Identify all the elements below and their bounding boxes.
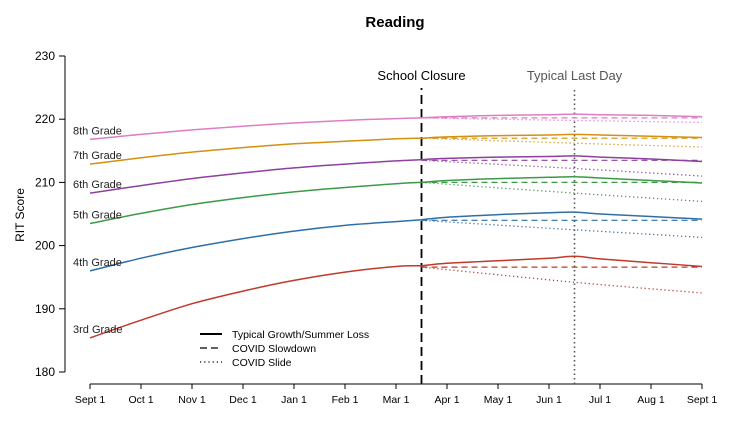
- series-line-base: [89, 137, 422, 165]
- x-tick-label: Sept 1: [75, 394, 106, 406]
- x-tick-label: Jun 1: [536, 394, 562, 406]
- series-line-base: [89, 117, 422, 141]
- series-4th-grade: [89, 211, 703, 272]
- series-line-base: [89, 218, 422, 272]
- x-tick-label: Apr 1: [434, 394, 459, 406]
- y-tick-label: 200: [35, 239, 55, 253]
- grade-label: 4th Grade: [73, 257, 122, 269]
- grade-label: 8th Grade: [73, 125, 122, 137]
- series-group: [89, 113, 703, 339]
- reference-line-label: School Closure: [377, 68, 465, 83]
- grade-label: 3rd Grade: [73, 324, 123, 336]
- series-line-typical: [421, 155, 703, 163]
- x-tick-label: Oct 1: [128, 394, 153, 406]
- series-7th-grade: [89, 133, 703, 165]
- y-tick-label: 230: [35, 49, 55, 63]
- series-line-slide: [421, 219, 703, 239]
- reference-lines: School Closure Typical Last Day: [377, 68, 623, 384]
- legend: Typical Growth/Summer Loss COVID Slowdown…: [200, 329, 369, 369]
- series-line-slide: [421, 159, 703, 177]
- chart-title: Reading: [365, 14, 424, 31]
- grade-labels: 3rd Grade 4th Grade 5th Grade 6th Grade 7th …: [73, 125, 123, 335]
- series-line-typical: [421, 255, 703, 268]
- y-axis-label: RIT Score: [13, 188, 27, 242]
- x-tick-label: Nov 1: [178, 394, 206, 406]
- series-line-typical: [421, 175, 703, 184]
- x-tick-label: Jul 1: [589, 394, 611, 406]
- x-tick-label: Jan 1: [281, 394, 307, 406]
- series-line-slide: [421, 266, 703, 294]
- y-tick-label: 210: [35, 175, 55, 189]
- grade-label: 6th Grade: [73, 179, 122, 191]
- legend-entry: Typical Growth/Summer Loss: [232, 329, 369, 341]
- y-tick-label: 220: [35, 112, 55, 126]
- series-line-slide: [421, 181, 703, 203]
- series-line-typical: [421, 133, 703, 139]
- series-6th-grade: [89, 155, 703, 194]
- series-line-base: [89, 265, 422, 339]
- x-tick-label: Mar 1: [383, 394, 410, 406]
- y-tick-label: 180: [35, 365, 55, 379]
- legend-entry: COVID Slide: [232, 357, 292, 369]
- y-tick-label: 190: [35, 302, 55, 316]
- x-tick-label: Feb 1: [332, 394, 359, 406]
- x-tick-label: May 1: [484, 394, 513, 406]
- series-line-base: [89, 181, 422, 225]
- series-line-slide: [421, 117, 703, 124]
- grade-label: 5th Grade: [73, 209, 122, 221]
- series-8th-grade: [89, 113, 703, 141]
- series-line-typical: [421, 211, 703, 221]
- x-tick-label: Sept 1: [687, 394, 718, 406]
- x-tick-label: Dec 1: [229, 394, 257, 406]
- series-3rd-grade: [89, 255, 703, 339]
- series-line-slide: [421, 137, 703, 148]
- reference-line-label: Typical Last Day: [527, 68, 623, 83]
- series-5th-grade: [89, 175, 703, 225]
- series-line-typical: [421, 113, 703, 119]
- x-tick-label: Aug 1: [637, 394, 665, 406]
- grade-label: 7th Grade: [73, 150, 122, 162]
- series-line-base: [89, 158, 422, 194]
- axes: 180 190 200 210 220 230 Sept 1 Oct 1 Nov 1 Dec 1 J…: [35, 49, 717, 406]
- legend-entry: COVID Slowdown: [232, 343, 316, 355]
